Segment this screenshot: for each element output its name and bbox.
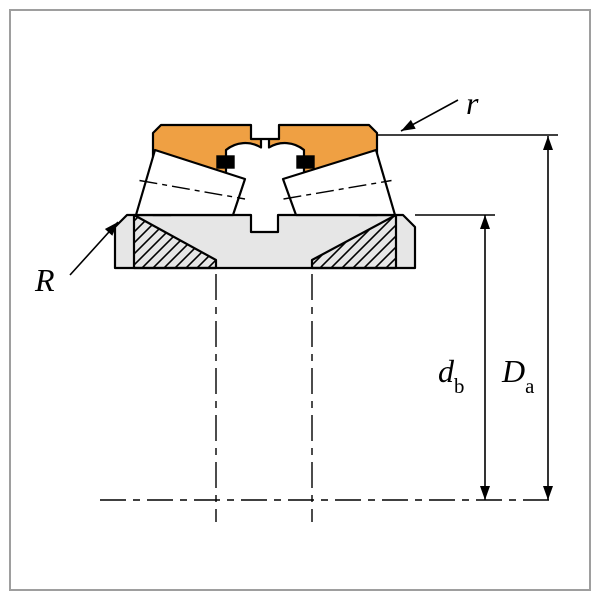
frame-border — [10, 10, 590, 590]
cage-stub — [297, 156, 314, 168]
arrowhead — [543, 486, 553, 500]
label-Da: Da — [502, 353, 534, 395]
arrowhead — [480, 486, 490, 500]
arrowhead — [401, 120, 416, 131]
label-R: R — [35, 262, 55, 299]
arrowhead — [480, 215, 490, 229]
label-db: db — [438, 353, 464, 395]
cage-stub — [217, 156, 234, 168]
label-r: r — [466, 85, 478, 122]
arrowhead — [543, 136, 553, 150]
